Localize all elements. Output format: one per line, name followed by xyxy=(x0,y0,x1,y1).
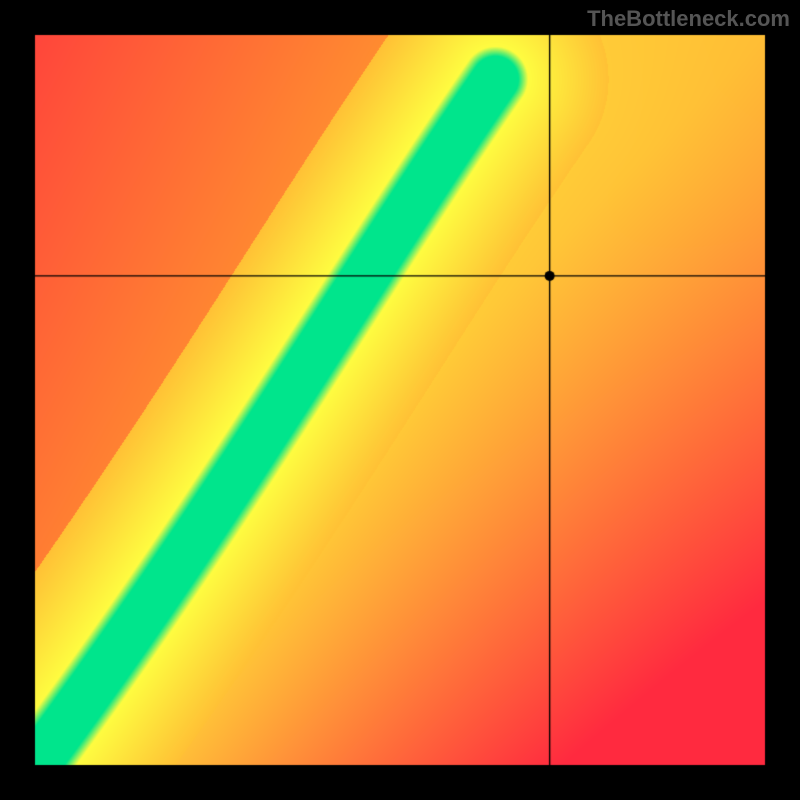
watermark-text: TheBottleneck.com xyxy=(587,6,790,32)
heatmap-canvas xyxy=(0,0,800,800)
chart-container: TheBottleneck.com xyxy=(0,0,800,800)
